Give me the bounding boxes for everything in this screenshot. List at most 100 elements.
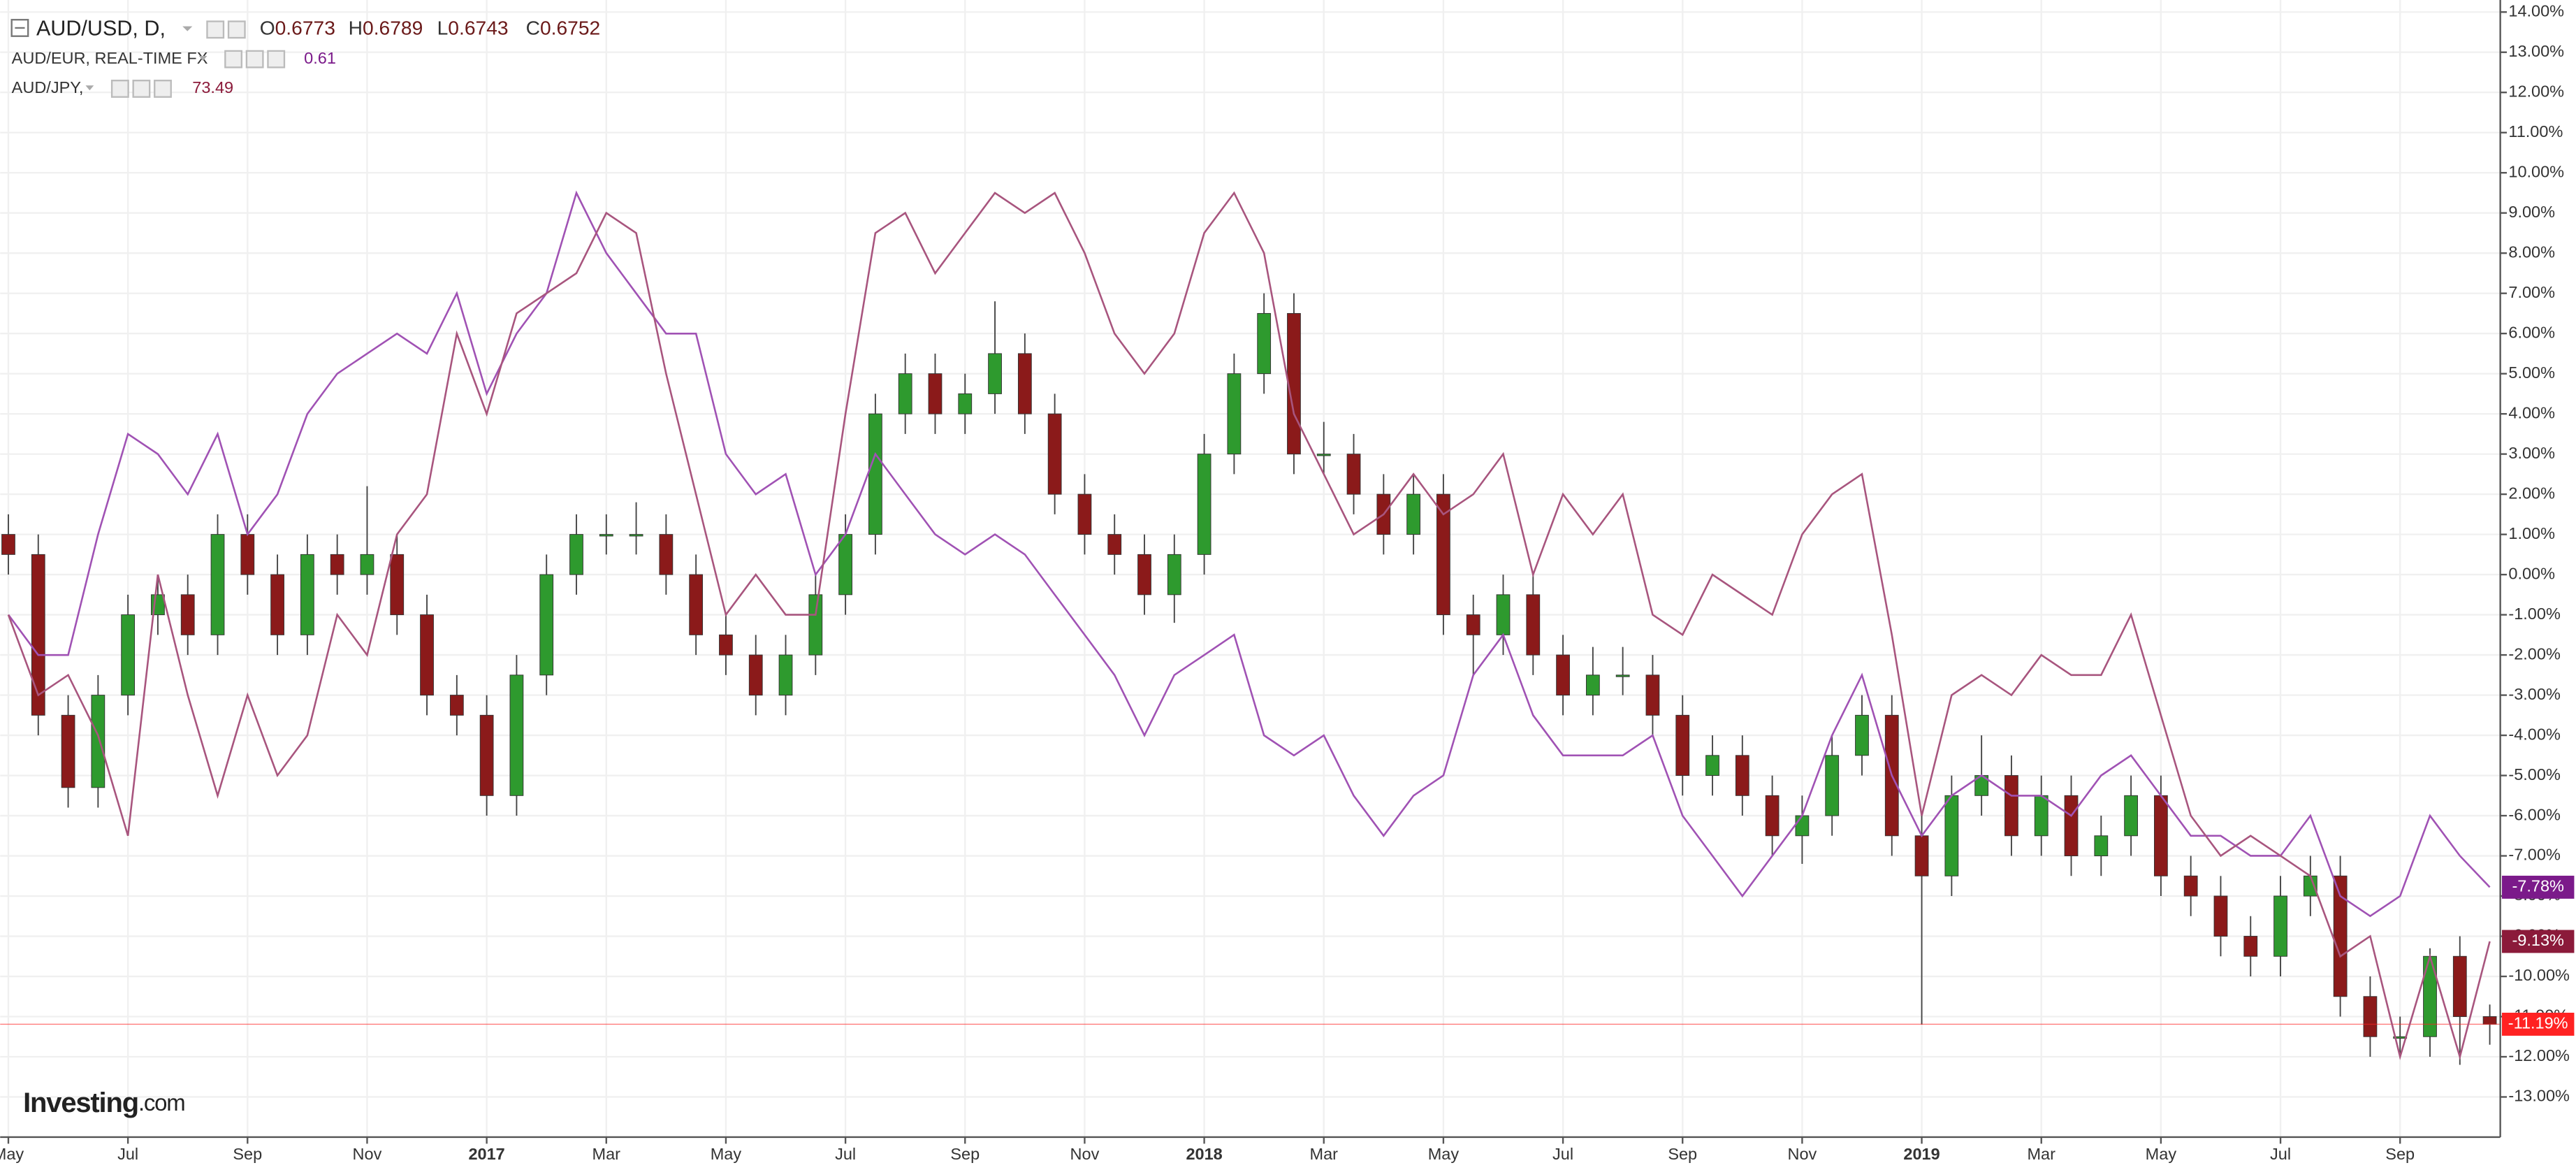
candle-body	[300, 554, 314, 635]
candle-body	[2482, 1016, 2497, 1025]
x-tick-label: Sep	[1668, 1145, 1697, 1163]
candle-body	[449, 695, 464, 716]
candle-body	[1436, 493, 1450, 616]
candle-body	[1795, 815, 1810, 837]
legend-icon[interactable]	[224, 50, 243, 68]
ohlc-number: 0.6789	[363, 17, 423, 39]
candle-body	[91, 695, 105, 788]
legend-series-name: AUD/JPY,	[12, 78, 84, 96]
ohlc-number: 0.6743	[448, 17, 508, 39]
y-tick-label: 7.00%	[2508, 283, 2555, 301]
y-tick-label: -6.00%	[2508, 805, 2561, 823]
legend: AUD/USD, D, O0.6773 H0.6789 L0.6743 C0.6752 A…	[10, 16, 600, 98]
x-tick-label: Jul	[1552, 1145, 1573, 1163]
x-tick-label: May	[711, 1145, 742, 1163]
ohlc-key: L	[437, 17, 449, 39]
candle-body	[1406, 493, 1421, 535]
x-tick-label: 2018	[1186, 1145, 1222, 1163]
last-value-label: -11.19%	[2508, 1014, 2568, 1032]
candle-body	[1017, 353, 1032, 414]
last-value-box	[2501, 930, 2575, 953]
grid	[0, 0, 2501, 1137]
legend-icon[interactable]	[154, 80, 172, 98]
candle-body	[988, 353, 1002, 394]
candle-body	[121, 614, 136, 696]
last-value-box	[2501, 875, 2575, 899]
candle-body	[2243, 936, 2258, 957]
candle-body	[2452, 955, 2467, 1017]
candle-body	[928, 373, 943, 414]
ohlc-key: H	[349, 17, 363, 39]
candle-body	[1167, 554, 1181, 595]
candle-body	[1466, 614, 1480, 635]
candle-body	[1047, 413, 1062, 495]
candle-body	[330, 554, 344, 575]
candle-body	[1107, 534, 1122, 555]
legend-series-value: 0.61	[304, 49, 336, 67]
candle-body	[539, 574, 554, 676]
y-tick-label: 9.00%	[2508, 203, 2555, 221]
candle-body	[31, 554, 45, 716]
candle-body	[569, 534, 583, 575]
candle-body	[509, 674, 524, 796]
y-tick-label: -1.00%	[2508, 605, 2561, 623]
candle-body	[689, 574, 704, 635]
last-value-box	[2501, 1012, 2575, 1036]
candle-body	[390, 554, 405, 616]
ohlc-number: 0.6773	[275, 17, 335, 39]
y-tick-label: -12.00%	[2508, 1046, 2570, 1064]
candle-body	[210, 534, 225, 635]
ohlc-value: H0.6789	[349, 17, 423, 39]
legend-icon[interactable]	[267, 50, 286, 68]
ohlc-value: O0.6773	[260, 17, 335, 39]
candle-body	[748, 654, 763, 696]
ohlc-number: 0.6752	[540, 17, 600, 39]
dropdown-arrow	[198, 55, 208, 61]
plot	[0, 190, 2501, 1065]
legend-series-value: 73.49	[192, 78, 233, 96]
y-tick-label: 14.00%	[2508, 1, 2564, 20]
x-tick-label: Jul	[835, 1145, 856, 1163]
candle-body	[1855, 714, 1869, 756]
collapse-icon[interactable]	[10, 19, 29, 37]
candle-body	[1585, 674, 1600, 696]
ohlc-value: L0.6743	[437, 17, 509, 39]
y-tick-label: -2.00%	[2508, 644, 2561, 663]
ohlc-key: O	[260, 17, 275, 39]
legend-icon[interactable]	[206, 20, 225, 39]
x-tick-label: Mar	[2027, 1145, 2055, 1163]
last-value-label: -9.13%	[2512, 931, 2564, 949]
y-tick-label: 0.00%	[2508, 564, 2555, 582]
x-tick-label: May	[0, 1145, 24, 1163]
legend-icon[interactable]	[132, 80, 151, 98]
x-tick-label: Sep	[2385, 1145, 2415, 1163]
candle-body	[1944, 795, 1959, 876]
legend-title: AUD/USD, D,	[36, 16, 166, 40]
y-tick-label: 2.00%	[2508, 484, 2555, 502]
candle-body	[1556, 654, 1570, 696]
candle-body	[2124, 795, 2138, 837]
x-tick-label: May	[2146, 1145, 2177, 1163]
candle-body	[2154, 795, 2168, 876]
candle-body	[1257, 312, 1272, 375]
y-tick-label: -10.00%	[2508, 966, 2570, 984]
y-tick-label: 5.00%	[2508, 363, 2555, 382]
y-tick-label: -7.00%	[2508, 846, 2561, 864]
legend-icon[interactable]	[245, 50, 264, 68]
legend-icon[interactable]	[110, 80, 129, 98]
legend-icon[interactable]	[227, 20, 246, 39]
candle-body	[1765, 795, 1780, 837]
candle-body	[2183, 875, 2198, 897]
candle-body	[1705, 755, 1719, 777]
y-tick-label: 13.00%	[2508, 42, 2564, 60]
candle-body	[1615, 674, 1630, 677]
y-tick-label: 12.00%	[2508, 82, 2564, 100]
candle-body	[1197, 454, 1211, 555]
candle-body	[1914, 835, 1929, 876]
candle-body	[778, 654, 793, 696]
candle-body	[479, 714, 494, 796]
y-tick-label: -13.00%	[2508, 1087, 2570, 1105]
